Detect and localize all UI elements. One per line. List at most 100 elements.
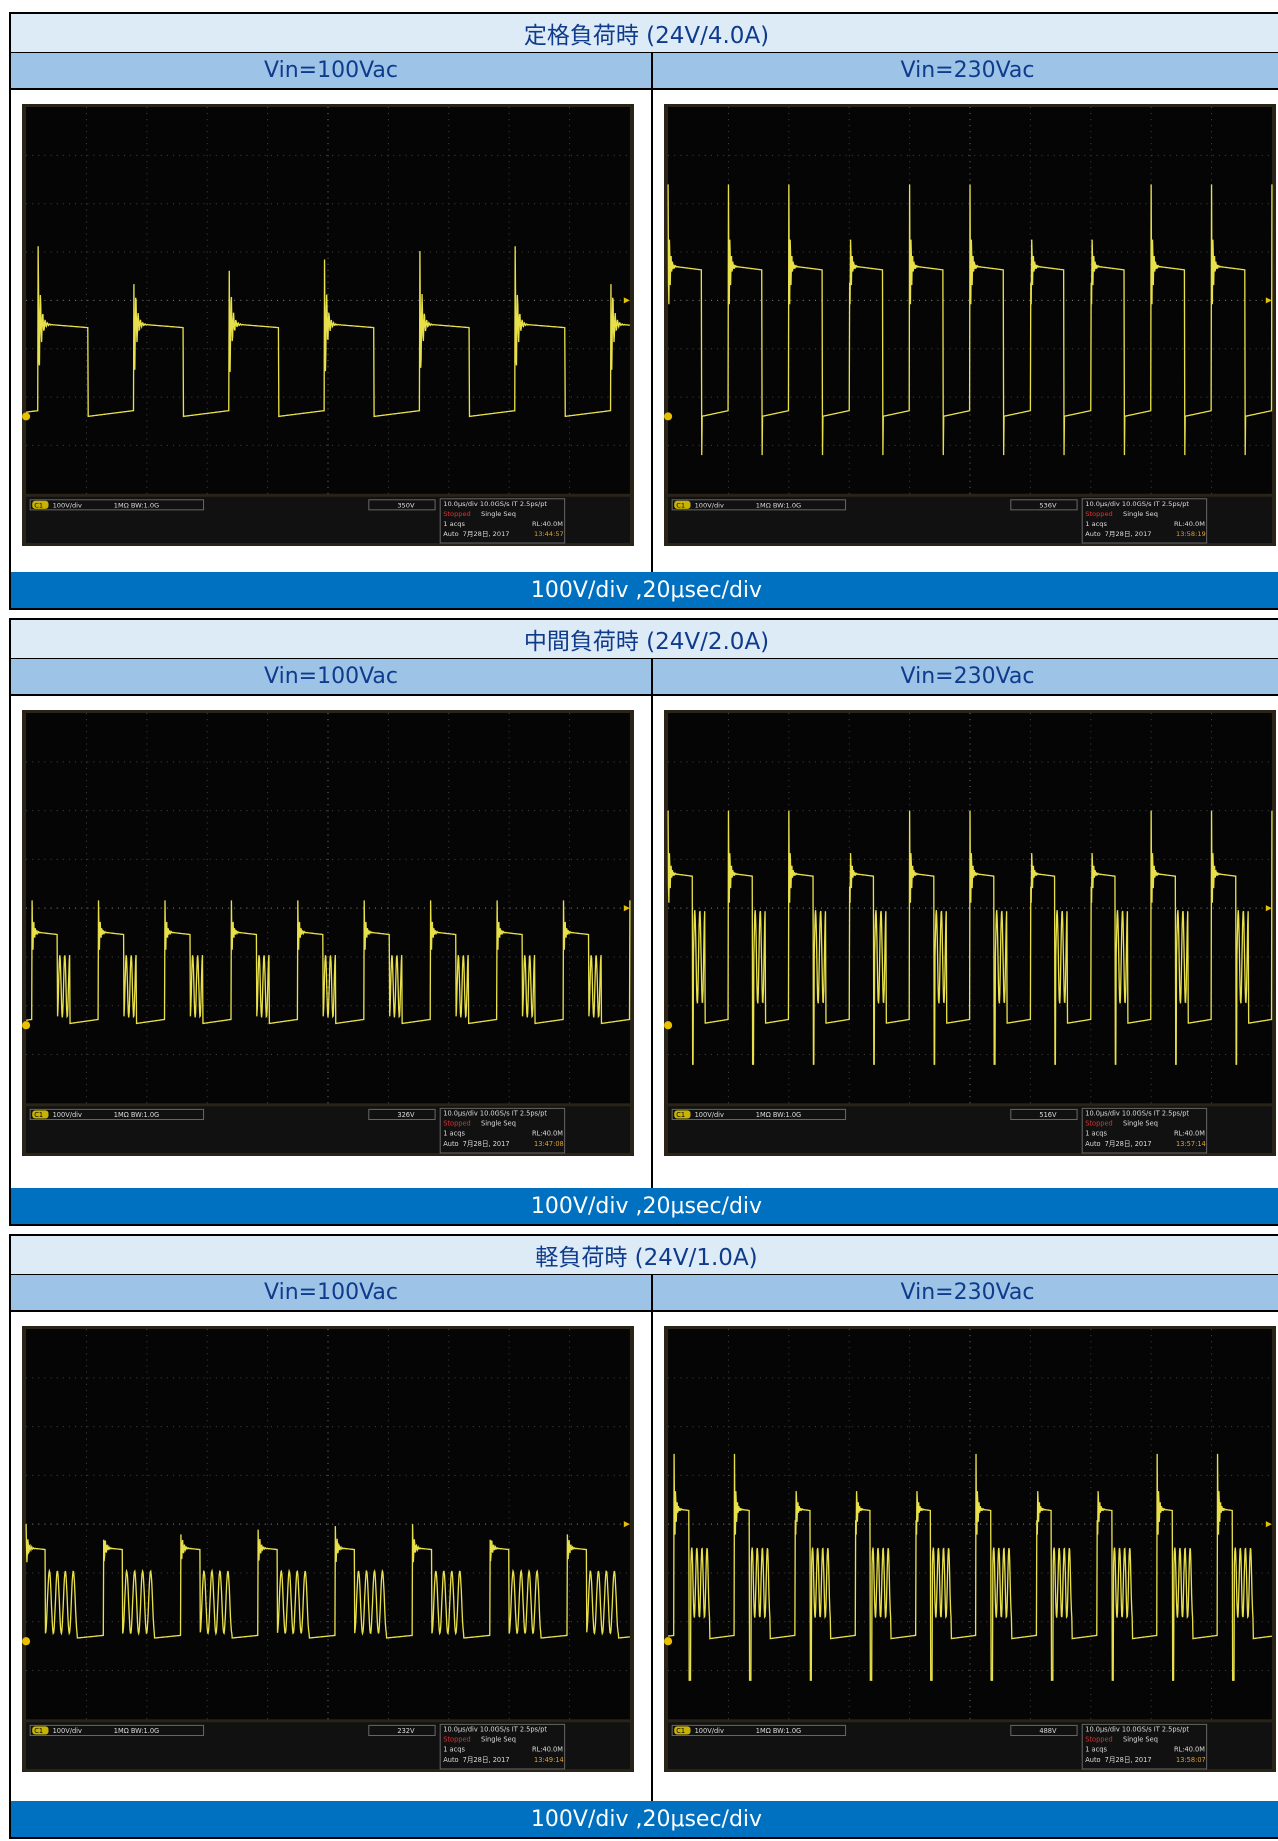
acq-mode: Single Seq (481, 1120, 516, 1128)
timebase: 10.0μs/div 10.0GS/s IT 2.5ps/pt (443, 1109, 547, 1117)
column-header: Vin=100Vac (11, 53, 651, 88)
ground-marker (22, 412, 30, 420)
record-length: RL:40.0M (1174, 520, 1205, 528)
image-cell: C1 100V/div 1MΩ BW:1.0G 536V 10.0μs/div 10.0… (651, 90, 1278, 572)
trigger-level: 516V (1039, 1111, 1057, 1119)
vertical-scale: 100V/div (53, 1727, 82, 1735)
trigger-level: 536V (1039, 501, 1057, 509)
acq-state: Stopped (443, 1736, 471, 1744)
record-length: RL:40.0M (532, 520, 563, 528)
section-title: 軽負荷時 (24V/1.0A) (11, 1236, 1278, 1275)
time: 13:57:14 (1176, 1140, 1206, 1148)
section-footer: 100V/div ,20μsec/div (11, 1188, 1278, 1224)
acq-count: 1 acqs (443, 1746, 465, 1754)
section-footer: 100V/div ,20μsec/div (11, 1801, 1278, 1837)
ground-marker (664, 412, 672, 420)
time: 13:58:07 (1176, 1756, 1206, 1764)
ground-marker (22, 1021, 30, 1029)
column-header: Vin=100Vac (11, 1275, 651, 1310)
trigger-level: 326V (397, 1111, 415, 1119)
trigger-mode: Auto (1085, 1756, 1100, 1764)
image-cell: C1 100V/div 1MΩ BW:1.0G 350V 10.0μs/div 10.0… (11, 90, 651, 572)
time: 13:49:14 (534, 1756, 564, 1764)
channel-label: C1 (676, 501, 685, 509)
channel-label: C1 (34, 501, 43, 509)
vertical-scale: 100V/div (695, 501, 724, 509)
oscilloscope-screenshot: C1 100V/div 1MΩ BW:1.0G 516V 10.0μs/div 10.0… (664, 710, 1276, 1156)
section-title: 定格負荷時 (24V/4.0A) (11, 14, 1278, 53)
image-row: C1 100V/div 1MΩ BW:1.0G 326V 10.0μs/div 10.0… (11, 696, 1278, 1188)
acq-state: Stopped (443, 510, 471, 518)
oscilloscope-screenshot: C1 100V/div 1MΩ BW:1.0G 350V 10.0μs/div 10.0… (22, 104, 634, 546)
record-length: RL:40.0M (1174, 1746, 1205, 1754)
input-impedance: 1MΩ BW:1.0G (114, 501, 159, 509)
trigger-level: 350V (397, 501, 415, 509)
oscilloscope-screenshot: C1100V/div1MΩ BW:1.0G232V10.0μs/div 10.0… (22, 1326, 634, 1772)
vertical-scale: 100V/div (695, 1111, 724, 1119)
acq-state: Stopped (443, 1120, 471, 1128)
column-header: Vin=230Vac (651, 659, 1278, 694)
record-length: RL:40.0M (532, 1130, 563, 1138)
acq-state: Stopped (1085, 1736, 1113, 1744)
acq-count: 1 acqs (1085, 1130, 1107, 1138)
timebase: 10.0μs/div 10.0GS/s IT 2.5ps/pt (1085, 1725, 1189, 1733)
input-impedance: 1MΩ BW:1.0G (756, 501, 801, 509)
image-cell: C1 100V/div 1MΩ BW:1.0G 516V 10.0μs/div 10.0… (651, 696, 1278, 1188)
date: 7月28日, 2017 (463, 530, 510, 538)
date: 7月28日, 2017 (463, 1140, 510, 1148)
trigger-mode: Auto (1085, 1140, 1100, 1148)
date: 7月28日, 2017 (1105, 1140, 1152, 1148)
record-length: RL:40.0M (1174, 1130, 1205, 1138)
acq-mode: Single Seq (1123, 1736, 1158, 1744)
trigger-mode: Auto (443, 530, 458, 538)
timebase: 10.0μs/div 10.0GS/s IT 2.5ps/pt (443, 1725, 547, 1733)
timebase: 10.0μs/div 10.0GS/s IT 2.5ps/pt (1085, 500, 1189, 508)
time: 13:58:19 (1176, 530, 1206, 538)
page: 定格負荷時 (24V/4.0A)Vin=100VacVin=230VacC110… (0, 0, 1278, 1841)
image-row: C1100V/div1MΩ BW:1.0G232V10.0μs/div 10.0… (11, 1312, 1278, 1801)
input-impedance: 1MΩ BW:1.0G (756, 1111, 801, 1119)
input-impedance: 1MΩ BW:1.0G (114, 1111, 159, 1119)
timebase: 10.0μs/div 10.0GS/s IT 2.5ps/pt (443, 500, 547, 508)
acq-mode: Single Seq (481, 1736, 516, 1744)
time: 13:44:57 (534, 530, 564, 538)
vertical-scale: 100V/div (53, 501, 82, 509)
date: 7月28日, 2017 (1105, 530, 1152, 538)
column-header-row: Vin=100VacVin=230Vac (11, 659, 1278, 696)
acq-mode: Single Seq (481, 510, 516, 518)
column-header: Vin=100Vac (11, 659, 651, 694)
timebase: 10.0μs/div 10.0GS/s IT 2.5ps/pt (1085, 1109, 1189, 1117)
acq-state: Stopped (1085, 510, 1113, 518)
date: 7月28日, 2017 (1105, 1756, 1152, 1764)
trigger-level: 488V (1039, 1727, 1057, 1735)
ground-marker (22, 1637, 30, 1645)
acq-count: 1 acqs (443, 520, 465, 528)
acq-state: Stopped (1085, 1120, 1113, 1128)
time: 13:47:08 (534, 1140, 564, 1148)
trigger-mode: Auto (443, 1140, 458, 1148)
section-footer: 100V/div ,20μsec/div (11, 572, 1278, 608)
acq-count: 1 acqs (443, 1130, 465, 1138)
date: 7月28日, 2017 (463, 1756, 510, 1764)
ground-marker (664, 1021, 672, 1029)
column-header: Vin=230Vac (651, 1275, 1278, 1310)
acq-count: 1 acqs (1085, 1746, 1107, 1754)
acq-mode: Single Seq (1123, 1120, 1158, 1128)
input-impedance: 1MΩ BW:1.0G (114, 1727, 159, 1735)
channel-label: C1 (34, 1727, 43, 1735)
trigger-mode: Auto (443, 1756, 458, 1764)
column-header: Vin=230Vac (651, 53, 1278, 88)
acq-mode: Single Seq (1123, 510, 1158, 518)
image-row: C1 100V/div 1MΩ BW:1.0G 350V 10.0μs/div 10.0… (11, 90, 1278, 572)
column-header-row: Vin=100VacVin=230Vac (11, 1275, 1278, 1312)
channel-label: C1 (676, 1111, 685, 1119)
channel-label: C1 (676, 1727, 685, 1735)
trigger-mode: Auto (1085, 530, 1100, 538)
